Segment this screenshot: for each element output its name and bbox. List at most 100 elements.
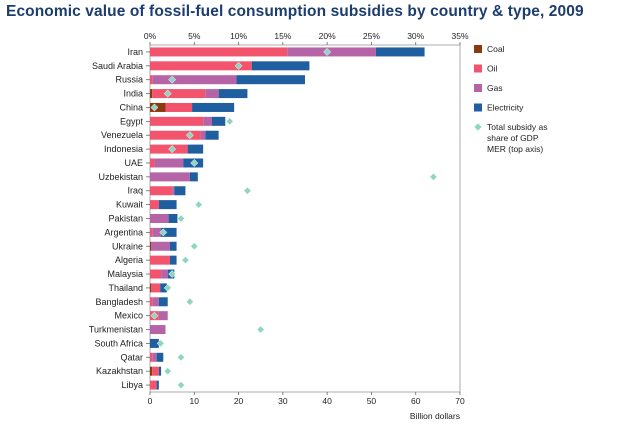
bar-electricity (156, 352, 164, 362)
legend-label-oil: Oil (487, 64, 498, 74)
bar-coal (150, 283, 152, 293)
bar-oil (150, 116, 204, 126)
bar-gas (205, 89, 219, 99)
category-label: Thailand (108, 283, 143, 293)
legend-label-gas: Gas (487, 83, 503, 93)
x-tick-label: 30 (278, 396, 288, 406)
category-label: Kuwait (116, 200, 144, 210)
bar-oil (151, 283, 161, 293)
bar-oil (150, 269, 162, 279)
bar-electricity (168, 214, 178, 223)
bar-electricity (169, 241, 177, 251)
bar-electricity (192, 102, 235, 112)
gdp-share-marker (243, 186, 252, 195)
category-label: Argentina (104, 227, 143, 237)
bar-electricity (189, 172, 198, 182)
bar-oil (150, 130, 201, 140)
bar-oil (150, 200, 159, 210)
legend-label-gdp-share: Total subsidy as share of GDP MER (top axi… (487, 122, 547, 154)
category-label: China (119, 102, 143, 112)
bar-oil (150, 61, 252, 71)
x-tick-label: 40 (322, 396, 332, 406)
bar-coal (150, 366, 153, 376)
category-label: Turkmenistan (89, 325, 143, 335)
bar-electricity (156, 380, 159, 390)
bar-electricity (205, 130, 219, 140)
x-tick-label: 0 (148, 396, 153, 406)
gdp-share-marker (168, 270, 177, 278)
gdp-share-marker (168, 75, 177, 84)
gdp-share-marker (323, 47, 332, 56)
gdp-share-marker (177, 214, 185, 223)
top-tick-label: 35% (451, 31, 468, 41)
x-tick-label: 10 (190, 396, 200, 406)
gdp-share-marker (156, 339, 165, 348)
bar-gas (150, 325, 166, 335)
gdp-share-marker (194, 200, 203, 209)
x-tick-label: 60 (411, 396, 421, 406)
x-tick-label: 50 (367, 396, 377, 406)
gdp-share-marker (177, 353, 185, 362)
bar-oil (150, 352, 153, 362)
bar-electricity (251, 61, 310, 71)
bar-gas (152, 297, 159, 307)
bar-electricity (158, 297, 168, 307)
gdp-share-marker (181, 256, 190, 265)
bar-oil (150, 47, 288, 57)
bar-electricity (150, 338, 159, 348)
top-tick-label: 5% (188, 31, 201, 41)
bar-electricity (187, 144, 204, 154)
category-label: UAE (124, 158, 143, 168)
gdp-share-marker (150, 311, 159, 320)
bar-oil (150, 297, 153, 307)
bar-electricity (375, 47, 425, 57)
top-tick-label: 10% (230, 31, 247, 41)
bar-gas (200, 130, 206, 140)
legend-swatch-gas (474, 84, 482, 92)
legend-swatch-gdp-share (474, 123, 482, 131)
legend-label-coal: Coal (487, 44, 505, 54)
top-tick-label: 25% (363, 31, 380, 41)
bar-electricity (158, 200, 177, 210)
category-label: Kazakhstan (96, 366, 143, 376)
top-tick-label: 30% (407, 31, 424, 41)
bar-coal (150, 89, 153, 99)
gdp-share-marker (177, 381, 185, 390)
category-label: Libya (121, 380, 143, 390)
gdp-share-marker (429, 172, 438, 181)
gdp-share-marker (163, 283, 172, 292)
category-label: Venezuela (101, 130, 143, 140)
x-tick-label: 70 (455, 396, 465, 406)
bar-oil (150, 75, 153, 85)
category-label: Bangladesh (95, 297, 143, 307)
bar-coal (150, 241, 152, 251)
bar-gas (151, 241, 170, 251)
bar-gas (152, 75, 237, 85)
legend-swatch-electricity (474, 103, 482, 112)
bar-gas (287, 47, 376, 57)
gdp-share-marker (163, 367, 172, 376)
bar-oil (150, 380, 157, 390)
chart-title: Economic value of fossil-fuel consumptio… (6, 3, 584, 20)
bar-oil (152, 89, 206, 99)
category-label: Pakistan (108, 214, 143, 224)
gdp-share-marker (168, 145, 177, 154)
category-label: South Africa (94, 338, 143, 348)
category-label: Ukraine (112, 241, 143, 251)
gdp-share-marker (190, 159, 199, 167)
bar-electricity (218, 89, 248, 99)
category-label: Indonesia (104, 144, 143, 154)
category-label: Uzbekistan (98, 172, 143, 182)
gdp-share-marker (225, 117, 234, 126)
bar-gas (158, 311, 168, 321)
category-label: Iran (127, 47, 143, 57)
bar-oil (150, 186, 173, 196)
category-label: Iraq (127, 186, 143, 196)
bar-gas (152, 352, 157, 362)
bar-gas (150, 172, 190, 182)
bar-electricity (212, 116, 226, 126)
category-label: Saudi Arabia (92, 61, 143, 71)
bar-gas (154, 158, 184, 168)
gdp-share-marker (185, 131, 194, 140)
category-label: Russia (115, 75, 143, 85)
